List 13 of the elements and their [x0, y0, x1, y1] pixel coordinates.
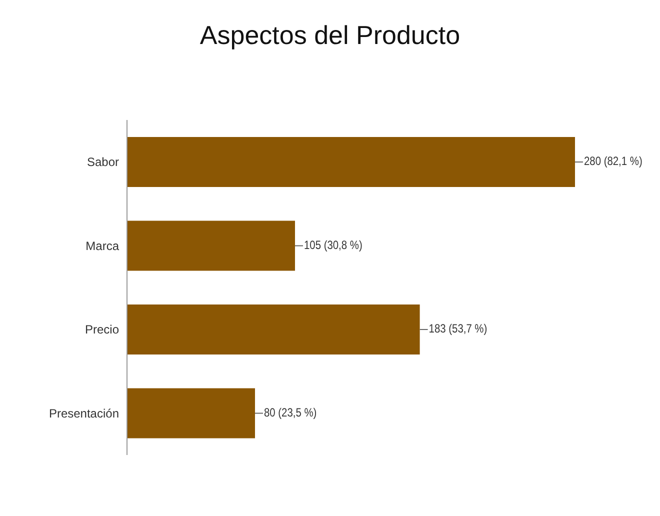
y-tick-label: Precio — [84, 322, 120, 337]
data-label: 105 (30,8 %) — [304, 239, 363, 252]
y-tick-label: Sabor — [86, 155, 119, 170]
data-label: 183 (53,7 %) — [428, 323, 488, 336]
data-label: 280 (82,1 %) — [584, 156, 643, 168]
chart-title: Aspectos del Producto — [198, 19, 462, 52]
y-tick-label: Presentación — [48, 406, 119, 420]
bar — [127, 388, 255, 438]
bar — [127, 137, 575, 187]
data-label: 80 (23,5 %) — [264, 406, 317, 420]
y-tick-label: Marca — [86, 238, 120, 253]
bar — [127, 304, 420, 354]
bar — [127, 220, 295, 271]
